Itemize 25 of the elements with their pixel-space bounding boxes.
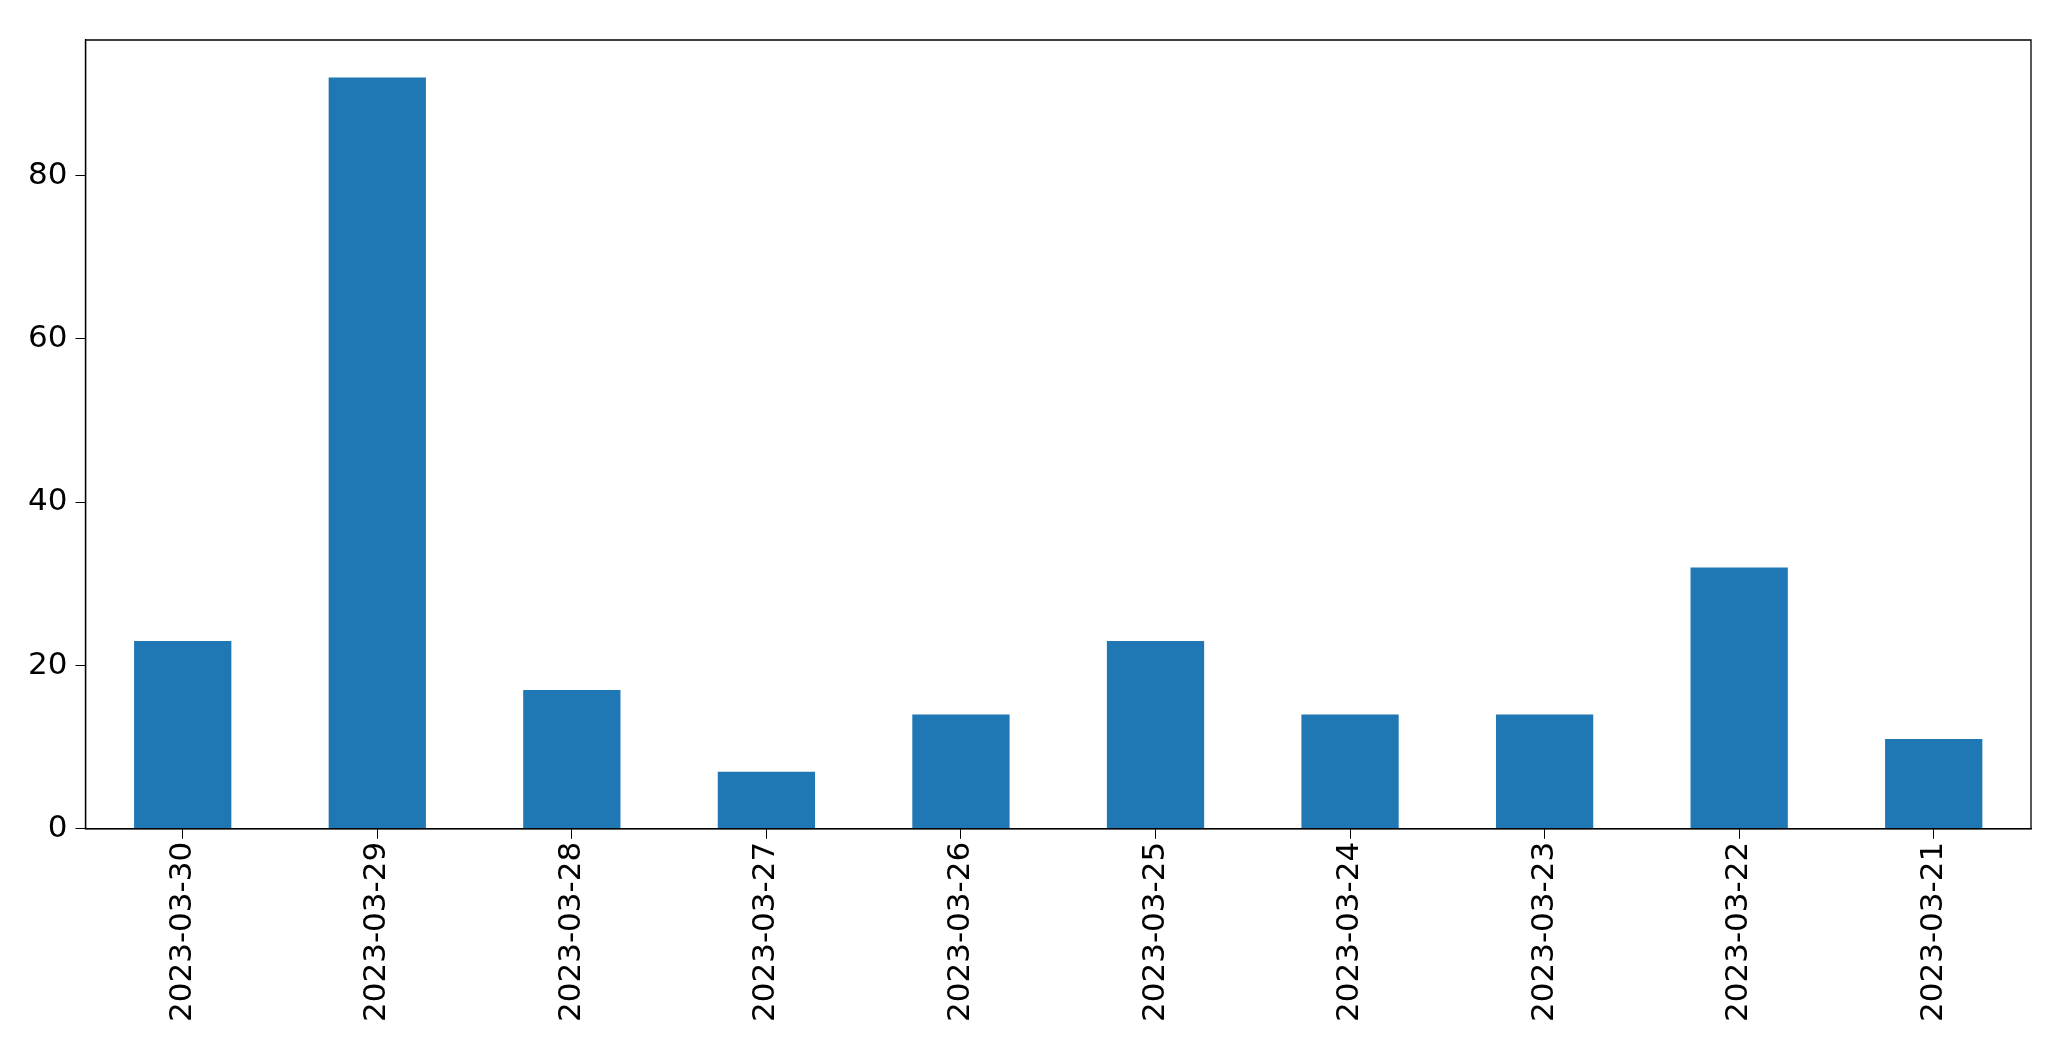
y-tick-label: 40	[27, 481, 68, 518]
y-tick-label: 20	[27, 644, 68, 681]
x-tick-label: 2023-03-21	[1912, 841, 1949, 1023]
bar	[1495, 714, 1594, 829]
x-tick-label: 2023-03-24	[1329, 841, 1366, 1023]
bar	[1106, 641, 1205, 829]
x-tick-label: 2023-03-26	[939, 841, 976, 1023]
y-tick-label: 60	[27, 317, 68, 354]
bar	[328, 77, 426, 829]
y-tick-label: 80	[27, 154, 68, 191]
bar	[912, 714, 1010, 829]
y-tick-label: 0	[47, 807, 68, 844]
bar	[523, 690, 621, 829]
bar	[1885, 739, 1983, 829]
bar	[717, 771, 816, 829]
x-tick-label: 2023-03-27	[745, 841, 782, 1023]
x-tick-label: 2023-03-29	[356, 841, 393, 1023]
bar	[1301, 714, 1399, 829]
x-tick-label: 2023-03-23	[1523, 841, 1560, 1023]
x-tick-label: 2023-03-25	[1134, 841, 1171, 1023]
bar	[1690, 567, 1788, 829]
x-tick-label: 2023-03-28	[550, 841, 587, 1023]
x-tick-label: 2023-03-30	[161, 841, 198, 1023]
x-tick-label: 2023-03-22	[1718, 841, 1755, 1023]
bar	[134, 641, 232, 829]
